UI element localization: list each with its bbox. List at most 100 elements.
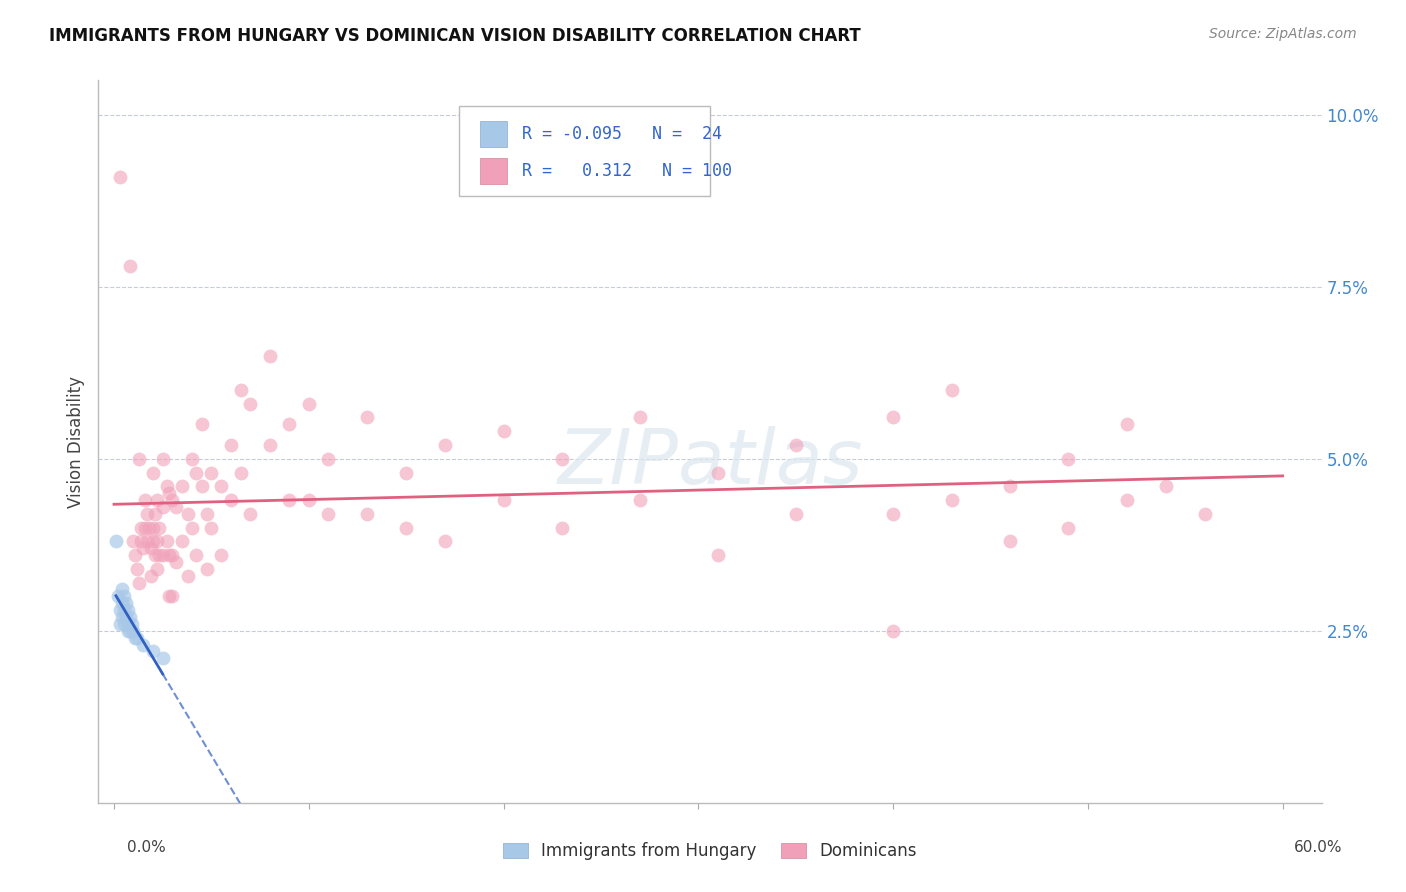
Text: R = -0.095   N =  24: R = -0.095 N = 24: [522, 125, 721, 143]
Point: [165, 500, 187, 514]
Point: [209, 479, 232, 493]
Point: [142, 534, 165, 549]
Point: [124, 548, 146, 562]
Point: [111, 610, 134, 624]
Point: [551, 520, 574, 534]
Point: [209, 548, 232, 562]
Point: [155, 479, 177, 493]
Point: [108, 616, 131, 631]
Point: [628, 493, 651, 508]
Point: [200, 466, 222, 480]
Point: [395, 520, 418, 534]
Point: [142, 466, 165, 480]
Point: [177, 568, 200, 582]
Point: [124, 631, 146, 645]
Point: [117, 616, 139, 631]
Point: [157, 590, 180, 604]
Point: [157, 548, 180, 562]
Point: [142, 520, 165, 534]
Point: [882, 507, 904, 521]
Point: [259, 349, 281, 363]
Legend: Immigrants from Hungary, Dominicans: Immigrants from Hungary, Dominicans: [496, 836, 924, 867]
Point: [129, 520, 152, 534]
Text: 0.0%: 0.0%: [127, 840, 166, 855]
Point: [104, 534, 127, 549]
Point: [177, 507, 200, 521]
Point: [1057, 520, 1080, 534]
Point: [180, 451, 202, 466]
Point: [108, 603, 131, 617]
Point: [148, 548, 170, 562]
Text: Source: ZipAtlas.com: Source: ZipAtlas.com: [1209, 27, 1357, 41]
Point: [139, 541, 162, 556]
Point: [316, 451, 339, 466]
Point: [162, 590, 184, 604]
Point: [127, 562, 149, 576]
Point: [128, 575, 150, 590]
Point: [882, 624, 904, 638]
Point: [132, 638, 155, 652]
Point: [239, 397, 262, 411]
Point: [200, 520, 222, 534]
Point: [146, 493, 169, 508]
Point: [941, 493, 963, 508]
Point: [785, 438, 807, 452]
Point: [197, 562, 219, 576]
Point: [148, 520, 170, 534]
Point: [180, 520, 202, 534]
Point: [492, 424, 515, 438]
Point: [278, 493, 301, 508]
Text: ZIPatlas: ZIPatlas: [557, 426, 863, 500]
Point: [139, 568, 162, 582]
Point: [219, 438, 242, 452]
Point: [114, 596, 136, 610]
Point: [136, 507, 159, 521]
Point: [184, 466, 207, 480]
Point: [1194, 507, 1216, 521]
Point: [785, 507, 807, 521]
Point: [127, 631, 149, 645]
Point: [190, 479, 212, 493]
Point: [172, 534, 194, 549]
Point: [551, 451, 574, 466]
Point: [1057, 451, 1080, 466]
Point: [1115, 417, 1137, 432]
Text: 60.0%: 60.0%: [1295, 840, 1343, 855]
Point: [628, 410, 651, 425]
Point: [298, 397, 321, 411]
Point: [172, 479, 194, 493]
Point: [707, 466, 730, 480]
Text: R =   0.312   N = 100: R = 0.312 N = 100: [522, 162, 731, 180]
Point: [146, 534, 169, 549]
Point: [941, 383, 963, 397]
Point: [434, 438, 457, 452]
Point: [162, 493, 184, 508]
FancyBboxPatch shape: [479, 158, 508, 184]
Point: [298, 493, 321, 508]
Point: [197, 507, 219, 521]
Point: [118, 259, 141, 273]
Text: IMMIGRANTS FROM HUNGARY VS DOMINICAN VISION DISABILITY CORRELATION CHART: IMMIGRANTS FROM HUNGARY VS DOMINICAN VIS…: [49, 27, 860, 45]
Point: [707, 548, 730, 562]
Point: [998, 534, 1021, 549]
Point: [134, 520, 156, 534]
Point: [117, 603, 139, 617]
Point: [356, 507, 378, 521]
Point: [219, 493, 242, 508]
Point: [134, 493, 156, 508]
Point: [190, 417, 212, 432]
Point: [239, 507, 262, 521]
Y-axis label: Vision Disability: Vision Disability: [66, 376, 84, 508]
Point: [152, 651, 174, 665]
Point: [112, 590, 135, 604]
FancyBboxPatch shape: [460, 105, 710, 196]
Point: [122, 624, 145, 638]
Point: [1154, 479, 1177, 493]
FancyBboxPatch shape: [479, 121, 508, 147]
Point: [434, 534, 457, 549]
Point: [229, 383, 252, 397]
Point: [998, 479, 1021, 493]
Point: [278, 417, 301, 432]
Point: [492, 493, 515, 508]
Point: [152, 548, 174, 562]
